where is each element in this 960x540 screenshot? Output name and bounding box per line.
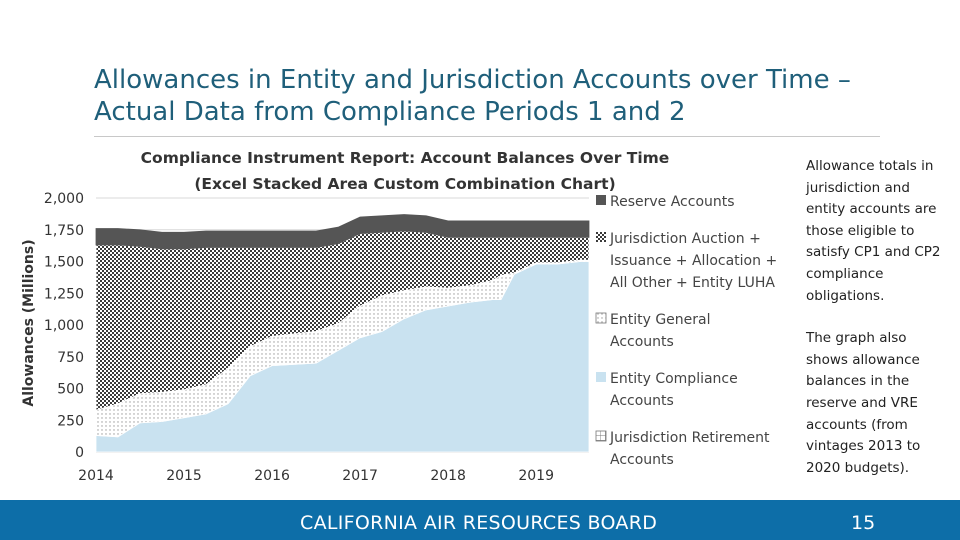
legend-swatch xyxy=(595,312,607,324)
legend-label: Accounts xyxy=(610,452,674,468)
legend-label: Jurisdiction Auction + xyxy=(609,231,761,247)
footer-organization: CALIFORNIA AIR RESOURCES BOARD xyxy=(300,512,658,534)
note-paragraph-1: Allowance totals in jurisdiction and ent… xyxy=(806,158,941,304)
y-tick-label: 1,500 xyxy=(44,255,84,271)
y-tick-label: 500 xyxy=(57,382,84,398)
slide-title-line-2: Actual Data from Compliance Periods 1 an… xyxy=(94,97,686,127)
chart-title-line-2: (Excel Stacked Area Custom Combination C… xyxy=(194,175,615,193)
legend-label: Jurisdiction Retirement xyxy=(609,430,770,446)
chart-title-line-1: Compliance Instrument Report: Account Ba… xyxy=(141,149,670,167)
legend-label: Reserve Accounts xyxy=(610,194,735,210)
legend-swatch xyxy=(596,195,606,205)
slide-title-line-1: Allowances in Entity and Jurisdiction Ac… xyxy=(94,65,851,95)
legend-swatch xyxy=(596,232,606,242)
legend-label: Issuance + Allocation + xyxy=(610,253,777,269)
y-tick-label: 750 xyxy=(57,350,84,366)
x-tick-label: 2017 xyxy=(342,468,378,484)
footer-bar: CALIFORNIA AIR RESOURCES BOARD 15 xyxy=(0,500,960,540)
x-tick-label: 2014 xyxy=(78,468,114,484)
slide-title: Allowances in Entity and Jurisdiction Ac… xyxy=(94,64,894,128)
y-tick-label: 1,250 xyxy=(44,286,84,302)
y-axis-ticks: 0 250 500 750 1,000 1,250 1,500 1,750 2,000 xyxy=(44,191,84,461)
legend-label: Entity General xyxy=(610,312,711,328)
title-divider xyxy=(94,136,880,137)
y-tick-label: 250 xyxy=(57,413,84,429)
chart-legend: Reserve Accounts Jurisdiction Auction + Is… xyxy=(595,194,777,468)
legend-label: Accounts xyxy=(610,334,674,350)
page-number: 15 xyxy=(851,512,876,534)
y-tick-label: 1,000 xyxy=(44,318,84,334)
legend-label: All Other + Entity LUHA xyxy=(610,275,775,291)
y-tick-label: 0 xyxy=(75,445,84,461)
x-tick-label: 2019 xyxy=(518,468,554,484)
x-tick-label: 2018 xyxy=(430,468,466,484)
legend-swatch xyxy=(595,430,607,442)
y-tick-label: 1,750 xyxy=(44,223,84,239)
x-axis-ticks: 2014 2015 2016 2017 2018 2019 xyxy=(78,468,554,484)
area-series-group xyxy=(95,214,590,453)
legend-label: Entity Compliance xyxy=(610,371,738,387)
notes-panel: Allowance totals in jurisdiction and ent… xyxy=(806,156,946,500)
note-paragraph-2: The graph also shows allowance balances … xyxy=(806,330,921,476)
x-tick-label: 2015 xyxy=(166,468,202,484)
stacked-area-chart: 0 250 500 750 1,000 1,250 1,500 1,750 2,000 2014… xyxy=(21,149,777,484)
y-axis-label: Allowances (Millions) xyxy=(21,239,37,406)
legend-label: Accounts xyxy=(610,393,674,409)
y-tick-label: 2,000 xyxy=(44,191,84,207)
chart-container: 0 250 500 750 1,000 1,250 1,500 1,750 2,000 2014… xyxy=(0,140,800,490)
area-reserve xyxy=(95,214,590,250)
legend-swatch xyxy=(596,372,606,382)
x-tick-label: 2016 xyxy=(254,468,290,484)
